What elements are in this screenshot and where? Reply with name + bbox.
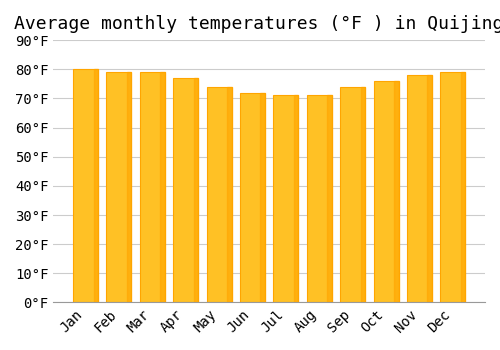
Bar [307, 96, 332, 302]
Bar [140, 72, 165, 302]
Bar [227, 87, 232, 302]
Bar [461, 72, 466, 302]
Bar [160, 72, 165, 302]
Bar [428, 75, 432, 302]
Bar [240, 93, 265, 302]
Bar [440, 72, 466, 302]
Bar [194, 78, 198, 302]
Bar [127, 72, 132, 302]
Bar [206, 87, 232, 302]
Title: Average monthly temperatures (°F ) in Quijingue: Average monthly temperatures (°F ) in Qu… [14, 15, 500, 33]
Bar [173, 78, 198, 302]
Bar [328, 96, 332, 302]
Bar [260, 93, 265, 302]
Bar [106, 72, 132, 302]
Bar [73, 69, 98, 302]
Bar [407, 75, 432, 302]
Bar [374, 81, 398, 302]
Bar [394, 81, 398, 302]
Bar [340, 87, 365, 302]
Bar [294, 96, 298, 302]
Bar [94, 69, 98, 302]
Bar [360, 87, 365, 302]
Bar [274, 96, 298, 302]
